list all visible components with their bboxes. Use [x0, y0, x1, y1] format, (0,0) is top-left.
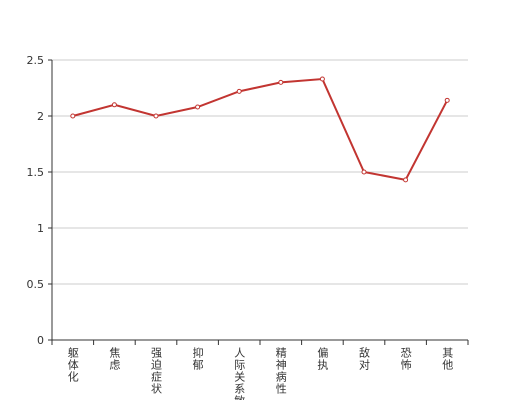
- x-tick-label: 人际关系敏感: [233, 347, 246, 400]
- y-tick-label: 1: [37, 222, 44, 235]
- x-tick-label: 抑郁: [191, 346, 204, 371]
- line: [72, 77, 449, 181]
- point: [195, 104, 201, 110]
- y-tick-label: 1.5: [27, 166, 45, 179]
- point: [236, 88, 242, 94]
- y-tick-label: 2.5: [27, 54, 45, 67]
- y-tick-label: 2: [37, 110, 44, 123]
- x-tick-label: 焦虑: [108, 347, 121, 371]
- point: [278, 79, 284, 85]
- x-tick-label: 偏执: [316, 346, 329, 371]
- point: [153, 113, 159, 119]
- point: [403, 177, 409, 183]
- point: [319, 76, 325, 82]
- point: [361, 169, 367, 175]
- x-tick-label: 其他: [441, 347, 454, 371]
- y-tick-label: 0: [37, 334, 44, 347]
- x-tick-label: 强迫症状: [150, 347, 163, 395]
- point: [444, 97, 450, 103]
- y-tick-label: 0.5: [27, 278, 45, 291]
- x-tick-label: 恐怖: [399, 347, 412, 371]
- x-tick-label: 敌对: [358, 346, 371, 371]
- x-tick-label: 躯体化: [66, 347, 79, 383]
- x-tick-label: 精神病性: [274, 347, 287, 395]
- point: [70, 113, 76, 119]
- point: [111, 102, 117, 108]
